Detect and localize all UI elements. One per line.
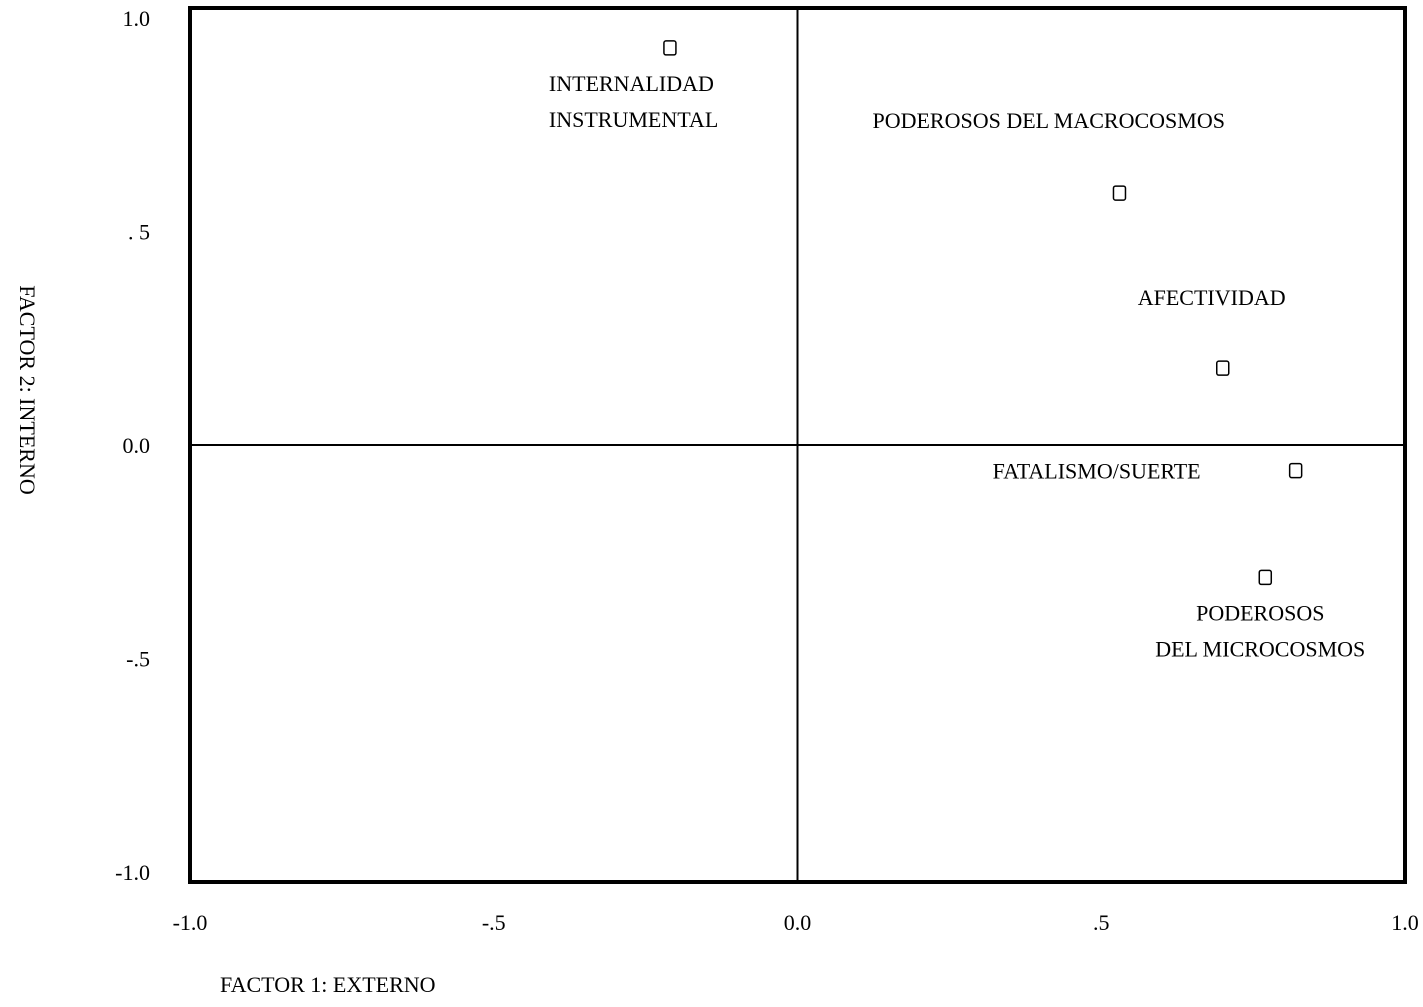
point [663,40,677,56]
point-label: AFECTIVIDAD [1138,285,1286,310]
point [1288,462,1303,479]
point-label: INSTRUMENTAL [549,107,718,132]
point-label: DEL MICROCOSMOS [1155,636,1365,661]
y-tick-label: 1.0 [123,6,151,31]
y-tick-label: 0.0 [123,433,151,458]
x-tick-label: -.5 [482,910,506,935]
point-label: PODEROSOS DEL MACROCOSMOS [872,108,1224,133]
x-tick-label: 0.0 [784,910,812,935]
point [1258,569,1273,586]
x-tick-label: 1.0 [1391,910,1419,935]
point [1216,360,1230,376]
point [1112,185,1127,201]
point-label: INTERNALIDAD [549,71,714,96]
y-tick-label: -1.0 [115,860,150,885]
x-axis-title: FACTOR 1: EXTERNO [220,972,436,997]
y-tick-label: -.5 [126,647,150,672]
y-axis-title: FACTOR 2: INTERNO [15,285,40,494]
point-label: FATALISMO/SUERTE [993,459,1201,484]
point-label: PODEROSOS [1196,600,1324,625]
x-tick-label: -1.0 [173,910,208,935]
y-tick-label: . 5 [128,220,150,245]
x-tick-label: .5 [1093,910,1110,935]
